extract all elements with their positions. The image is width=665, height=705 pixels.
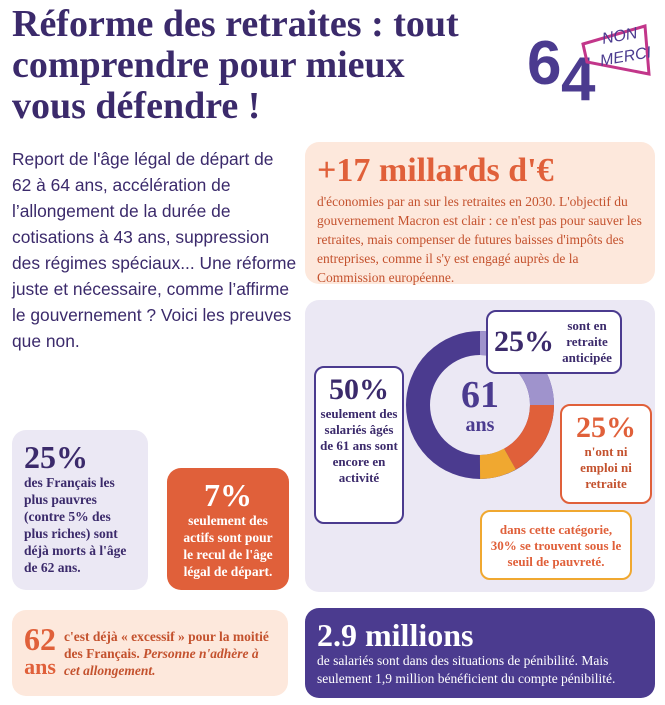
donut-center-number: 61 bbox=[461, 374, 499, 416]
age62-number: 62 bbox=[24, 621, 56, 657]
age62-text: c'est déjà « excessif » pour la moitié d… bbox=[64, 628, 269, 661]
age62-body: c'est déjà « excessif » pour la moitié d… bbox=[64, 628, 276, 679]
hardship-headline: 2.9 millions bbox=[317, 617, 474, 653]
donut-center-unit: ans bbox=[466, 414, 495, 436]
poverty-box: dans cette catégorie, 30% se trouvent so… bbox=[480, 510, 632, 580]
neither-figure: 25% bbox=[576, 411, 636, 444]
savings-card: +17 millards d'€ d'économies par an sur … bbox=[305, 142, 655, 285]
poverty-text: dans cette catégorie, 30% se trouvent so… bbox=[490, 522, 622, 569]
employed-box: 50% seulement des salariés âgés de 61 an… bbox=[314, 366, 404, 524]
age62-card: 62 ans c'est déjà « excessif » pour la m… bbox=[12, 610, 288, 696]
retired-text: sont en retraite anticipée bbox=[562, 318, 612, 365]
actives-text: seulement des actifs sont pour le recul … bbox=[183, 513, 273, 579]
logo-megaphone bbox=[581, 24, 651, 76]
poorest-figure: 25% bbox=[24, 439, 88, 475]
retired-box: 25% sont en retraite anticipée bbox=[486, 310, 622, 374]
savings-headline: +17 millards d'€ bbox=[317, 152, 554, 189]
actives-card: 7% seulement des actifs sont pour le rec… bbox=[167, 468, 289, 590]
hardship-text: de salariés sont dans des situations de … bbox=[317, 653, 616, 686]
age62-figure: 62 ans bbox=[24, 621, 56, 681]
savings-text: d'économies par an sur les retraites en … bbox=[317, 194, 642, 285]
hardship-card: 2.9 millions de salariés sont dans des s… bbox=[305, 608, 655, 698]
logo-digit: 4 bbox=[561, 45, 596, 104]
logo-word: MERCI bbox=[599, 44, 653, 70]
retired-figure: 25% bbox=[494, 325, 554, 358]
actives-figure: 7% bbox=[204, 477, 252, 513]
neither-box: 25% n'ont ni emploi ni retraite bbox=[560, 404, 652, 504]
poorest-card: 25% des Français les plus pauvres (contr… bbox=[12, 430, 148, 590]
poorest-text: des Français les plus pauvres (contre 5%… bbox=[24, 475, 127, 575]
title: Réforme des retraites : tout comprendre … bbox=[12, 3, 459, 127]
age62-emphasis: Personne n'adhère à cet allongement. bbox=[64, 645, 259, 678]
logo-word: NON bbox=[601, 25, 639, 48]
donut-segment bbox=[479, 448, 516, 479]
logo-digit: 6 bbox=[527, 29, 561, 98]
neither-text: n'ont ni emploi ni retraite bbox=[580, 444, 632, 491]
donut-segment bbox=[503, 404, 554, 470]
employed-figure: 50% bbox=[329, 373, 389, 406]
logo: 6 4 NON MERCI bbox=[527, 24, 653, 104]
employed-text: seulement des salariés âgés de 61 ans so… bbox=[320, 406, 398, 485]
intro: Report de l'âge légal de départ de 62 à … bbox=[12, 149, 297, 351]
age62-unit: ans bbox=[24, 654, 56, 679]
